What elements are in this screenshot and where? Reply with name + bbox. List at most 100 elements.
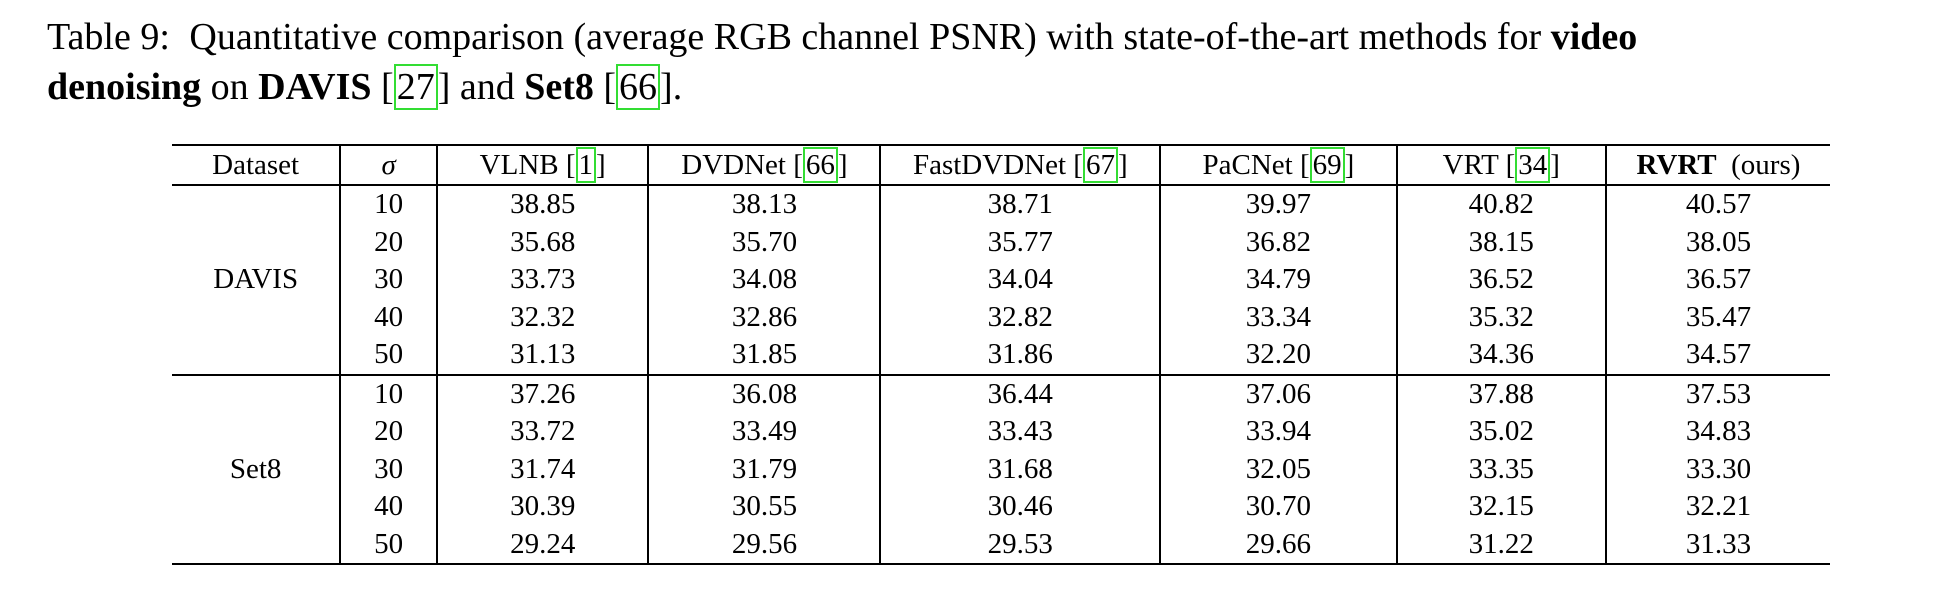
vlnb-cell: 29.24 xyxy=(435,525,649,565)
fastdvdnet-cell: 30.46 xyxy=(879,488,1161,526)
dvdnet-cell: 33.49 xyxy=(647,413,881,451)
pacnet-cell: 33.94 xyxy=(1159,413,1397,451)
dataset-name-davis: DAVIS xyxy=(213,263,299,295)
header-pacnet-label: PaCNet xyxy=(1202,149,1293,181)
table-row: 20 33.72 33.49 33.43 33.94 35.02 34.83 xyxy=(172,413,1830,451)
dvdnet-cell: 30.55 xyxy=(647,488,881,526)
group-davis: DAVIS 10 38.85 38.13 38.71 39.97 40.82 4… xyxy=(172,185,1830,375)
rvrt-cell: 35.47 xyxy=(1604,298,1830,336)
dvdnet-cell: 35.70 xyxy=(647,223,881,261)
rvrt-cell: 33.30 xyxy=(1604,450,1830,488)
citation-link-vlnb[interactable]: 1 xyxy=(575,147,597,183)
pacnet-cell: 32.20 xyxy=(1159,336,1397,375)
rvrt-cell: 37.53 xyxy=(1604,373,1830,413)
vlnb-cell: 31.13 xyxy=(435,336,649,375)
header-vlnb: VLNB [1] xyxy=(435,144,649,186)
dvdnet-cell: 38.13 xyxy=(647,185,881,224)
dvdnet-cell: 31.85 xyxy=(647,336,881,375)
sigma-cell: 50 xyxy=(339,336,437,375)
vrt-cell: 31.22 xyxy=(1395,525,1606,565)
pacnet-cell: 29.66 xyxy=(1159,525,1397,565)
header-pacnet: PaCNet [69] xyxy=(1159,144,1397,186)
results-table: Dataset σ VLNB [1] DVDNet [66] FastDVDNe… xyxy=(172,144,1830,565)
caption-line-1: Table 9: Quantitative comparison (averag… xyxy=(47,12,1947,62)
citation-link-davis[interactable]: 27 xyxy=(393,64,438,110)
fastdvdnet-cell: 33.43 xyxy=(879,413,1161,451)
table-row: 20 35.68 35.70 35.77 36.82 38.15 38.05 xyxy=(172,223,1830,261)
vrt-cell: 38.15 xyxy=(1395,223,1606,261)
header-dataset: Dataset xyxy=(172,144,341,186)
header-vlnb-label: VLNB xyxy=(479,149,559,181)
header-fastdvdnet: FastDVDNet [67] xyxy=(879,144,1161,186)
fastdvdnet-cell: 38.71 xyxy=(879,185,1161,224)
header-rvrt-label: RVRT xyxy=(1636,149,1717,181)
citation-link-dvdnet[interactable]: 66 xyxy=(802,147,838,183)
caption-label: Table 9: xyxy=(47,16,170,58)
dvdnet-cell: 32.86 xyxy=(647,298,881,336)
fastdvdnet-cell: 36.44 xyxy=(879,373,1161,413)
table-row: DAVIS 10 38.85 38.13 38.71 39.97 40.82 4… xyxy=(172,185,1830,295)
rvrt-cell: 36.57 xyxy=(1604,261,1830,299)
vrt-cell: 37.88 xyxy=(1395,373,1606,413)
table-row: 50 29.24 29.56 29.53 29.66 31.22 31.33 xyxy=(172,525,1830,565)
vlnb-cell: 37.26 xyxy=(435,373,649,413)
pacnet-cell: 34.79 xyxy=(1159,261,1397,299)
vrt-cell: 36.52 xyxy=(1395,261,1606,299)
sigma-cell: 30 xyxy=(339,261,437,299)
table-row: 40 30.39 30.55 30.46 30.70 32.15 32.21 xyxy=(172,488,1830,526)
rvrt-cell: 32.21 xyxy=(1604,488,1830,526)
vlnb-cell: 33.72 xyxy=(435,413,649,451)
vrt-cell: 34.36 xyxy=(1395,336,1606,375)
fastdvdnet-cell: 34.04 xyxy=(879,261,1161,299)
pacnet-cell: 36.82 xyxy=(1159,223,1397,261)
rvrt-cell: 34.57 xyxy=(1604,336,1830,375)
caption-bold-davis: DAVIS xyxy=(258,66,372,108)
table-header: Dataset σ VLNB [1] DVDNet [66] FastDVDNe… xyxy=(172,144,1830,186)
vlnb-cell: 33.73 xyxy=(435,261,649,299)
rvrt-cell: 34.83 xyxy=(1604,413,1830,451)
fastdvdnet-cell: 31.86 xyxy=(879,336,1161,375)
dvdnet-cell: 34.08 xyxy=(647,261,881,299)
fastdvdnet-cell: 29.53 xyxy=(879,525,1161,565)
caption-bold-set8: Set8 xyxy=(524,66,594,108)
vlnb-cell: 32.32 xyxy=(435,298,649,336)
vlnb-cell: 38.85 xyxy=(435,185,649,224)
vlnb-cell: 30.39 xyxy=(435,488,649,526)
sigma-cell: 50 xyxy=(339,525,437,565)
caption-line-2: denoising on DAVIS [27] and Set8 [66]. xyxy=(47,64,683,110)
group-set8: Set8 10 37.26 36.08 36.44 37.06 37.88 37… xyxy=(172,373,1830,565)
dvdnet-cell: 29.56 xyxy=(647,525,881,565)
vrt-cell: 40.82 xyxy=(1395,185,1606,224)
vlnb-cell: 35.68 xyxy=(435,223,649,261)
header-rvrt: RVRT (ours) xyxy=(1604,144,1830,186)
citation-link-pacnet[interactable]: 69 xyxy=(1309,147,1345,183)
citation-link-set8[interactable]: 66 xyxy=(616,64,661,110)
pacnet-cell: 32.05 xyxy=(1159,450,1397,488)
table-row: 50 31.13 31.85 31.86 32.20 34.36 34.57 xyxy=(172,336,1830,375)
header-dvdnet: DVDNet [66] xyxy=(647,144,881,186)
citation-link-vrt[interactable]: 34 xyxy=(1515,147,1551,183)
fastdvdnet-cell: 31.68 xyxy=(879,450,1161,488)
rvrt-cell: 38.05 xyxy=(1604,223,1830,261)
citation-link-fastdvdnet[interactable]: 67 xyxy=(1082,147,1118,183)
pacnet-cell: 30.70 xyxy=(1159,488,1397,526)
header-dvdnet-label: DVDNet xyxy=(681,149,786,181)
caption-and: and xyxy=(459,66,515,108)
vrt-cell: 33.35 xyxy=(1395,450,1606,488)
header-rvrt-suffix: (ours) xyxy=(1731,149,1801,181)
dvdnet-cell: 36.08 xyxy=(647,373,881,413)
caption-text: Quantitative comparison (average RGB cha… xyxy=(189,16,1542,58)
sigma-cell: 10 xyxy=(339,373,437,413)
vrt-cell: 35.02 xyxy=(1395,413,1606,451)
vlnb-cell: 31.74 xyxy=(435,450,649,488)
pacnet-cell: 33.34 xyxy=(1159,298,1397,336)
fastdvdnet-cell: 35.77 xyxy=(879,223,1161,261)
rvrt-cell: 31.33 xyxy=(1604,525,1830,565)
table-row: Set8 10 37.26 36.08 36.44 37.06 37.88 37… xyxy=(172,373,1830,565)
caption-bold-denoising: denoising xyxy=(47,66,202,108)
sigma-cell: 40 xyxy=(339,488,437,526)
header-vrt: VRT [34] xyxy=(1395,144,1606,186)
header-row: Dataset σ VLNB [1] DVDNet [66] FastDVDNe… xyxy=(172,144,1830,186)
vrt-cell: 35.32 xyxy=(1395,298,1606,336)
header-fastdvdnet-label: FastDVDNet xyxy=(912,149,1067,181)
